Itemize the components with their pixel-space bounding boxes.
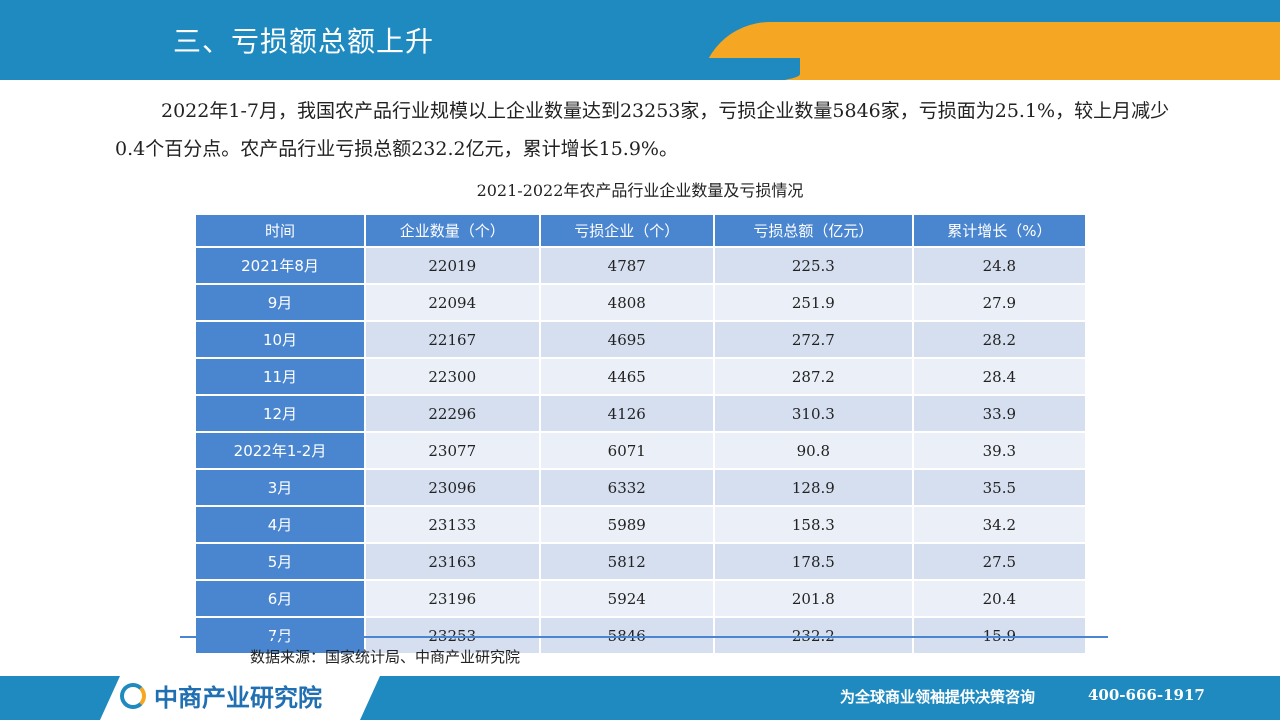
table-cell: 5846 xyxy=(540,618,713,653)
row-period: 4月 xyxy=(196,507,364,542)
company-logo: 中商产业研究院 xyxy=(120,678,322,713)
table-row: 12月 22296 4126 310.3 33.9 xyxy=(196,396,1085,431)
table-cell: 4465 xyxy=(540,359,713,394)
table-cell: 128.9 xyxy=(715,470,912,505)
table-cell: 22167 xyxy=(366,322,539,357)
table-cell: 4126 xyxy=(540,396,713,431)
table-row: 2022年1-2月 23077 6071 90.8 39.3 xyxy=(196,433,1085,468)
header-enterprise-count: 企业数量（个） xyxy=(366,215,539,246)
table-cell: 28.4 xyxy=(913,359,1085,394)
slide-title: 三、亏损额总额上升 xyxy=(173,25,435,58)
footer-phone: 400-666-1917 xyxy=(1088,686,1205,704)
table-cell: 232.2 xyxy=(715,618,912,653)
row-period: 6月 xyxy=(196,581,364,616)
footer-logo-panel xyxy=(100,676,380,720)
table-cell: 15.9 xyxy=(913,618,1085,653)
table-cell: 27.9 xyxy=(913,285,1085,320)
header-bar xyxy=(0,0,1280,80)
table-cell: 23096 xyxy=(366,470,539,505)
table-cell: 251.9 xyxy=(715,285,912,320)
table-cell: 23196 xyxy=(366,581,539,616)
table-cell: 4695 xyxy=(540,322,713,357)
table-cell: 6071 xyxy=(540,433,713,468)
row-period: 10月 xyxy=(196,322,364,357)
table-row: 2021年8月 22019 4787 225.3 24.8 xyxy=(196,248,1085,283)
table-row: 5月 23163 5812 178.5 27.5 xyxy=(196,544,1085,579)
table-cell: 5989 xyxy=(540,507,713,542)
table-cell: 6332 xyxy=(540,470,713,505)
row-period: 11月 xyxy=(196,359,364,394)
table-cell: 33.9 xyxy=(913,396,1085,431)
table-cell: 22300 xyxy=(366,359,539,394)
table-cell: 39.3 xyxy=(913,433,1085,468)
row-period: 12月 xyxy=(196,396,364,431)
logo-text: 中商产业研究院 xyxy=(154,684,322,712)
table-row: 4月 23133 5989 158.3 34.2 xyxy=(196,507,1085,542)
table-cell: 34.2 xyxy=(913,507,1085,542)
row-period: 5月 xyxy=(196,544,364,579)
header-time: 时间 xyxy=(196,215,364,246)
table-cell: 22296 xyxy=(366,396,539,431)
table-cell: 23077 xyxy=(366,433,539,468)
table-cell: 20.4 xyxy=(913,581,1085,616)
footer-slogan: 为全球商业领袖提供决策咨询 xyxy=(840,688,1036,706)
table-cell: 5812 xyxy=(540,544,713,579)
table-cell: 310.3 xyxy=(715,396,912,431)
table-row: 9月 22094 4808 251.9 27.9 xyxy=(196,285,1085,320)
table-cell: 201.8 xyxy=(715,581,912,616)
row-period: 3月 xyxy=(196,470,364,505)
table-cell: 4808 xyxy=(540,285,713,320)
data-source: 数据来源：国家统计局、中商产业研究院 xyxy=(250,648,521,666)
table-title: 2021-2022年农产品行业企业数量及亏损情况 xyxy=(476,181,804,200)
table-cell: 272.7 xyxy=(715,322,912,357)
table-cell: 22019 xyxy=(366,248,539,283)
header-cumulative-growth: 累计增长（%） xyxy=(913,215,1085,246)
row-period: 2022年1-2月 xyxy=(196,433,364,468)
table-header-row: 时间 企业数量（个） 亏损企业（个） 亏损总额（亿元） 累计增长（%） xyxy=(196,215,1085,246)
table-cell: 4787 xyxy=(540,248,713,283)
table-cell: 22094 xyxy=(366,285,539,320)
table-cell: 23253 xyxy=(366,618,539,653)
table-row: 11月 22300 4465 287.2 28.4 xyxy=(196,359,1085,394)
table-cell: 5924 xyxy=(540,581,713,616)
intro-paragraph: 2022年1-7月，我国农产品行业规模以上企业数量达到23253家，亏损企业数量… xyxy=(115,100,1170,160)
table-cell: 28.2 xyxy=(913,322,1085,357)
table-row: 3月 23096 6332 128.9 35.5 xyxy=(196,470,1085,505)
table-cell: 90.8 xyxy=(715,433,912,468)
logo-mark-icon xyxy=(120,682,146,709)
table-cell: 178.5 xyxy=(715,544,912,579)
header-blue-wave xyxy=(0,58,800,80)
table-cell: 24.8 xyxy=(913,248,1085,283)
table-row: 6月 23196 5924 201.8 20.4 xyxy=(196,581,1085,616)
table-cell: 225.3 xyxy=(715,248,912,283)
table-cell: 158.3 xyxy=(715,507,912,542)
data-table: 时间 企业数量（个） 亏损企业（个） 亏损总额（亿元） 累计增长（%） 2021… xyxy=(194,213,1087,655)
table-cell: 27.5 xyxy=(913,544,1085,579)
row-period: 7月 xyxy=(196,618,364,653)
table-cell: 23163 xyxy=(366,544,539,579)
table-cell: 35.5 xyxy=(913,470,1085,505)
table-cell: 23133 xyxy=(366,507,539,542)
table-row: 7月232535846232.215.9 xyxy=(196,618,1085,653)
row-period: 9月 xyxy=(196,285,364,320)
table-row: 10月 22167 4695 272.7 28.2 xyxy=(196,322,1085,357)
table-bottom-rule xyxy=(180,636,1108,638)
header-loss-enterprises: 亏损企业（个） xyxy=(540,215,713,246)
header-loss-total: 亏损总额（亿元） xyxy=(715,215,912,246)
row-period: 2021年8月 xyxy=(196,248,364,283)
table-cell: 287.2 xyxy=(715,359,912,394)
